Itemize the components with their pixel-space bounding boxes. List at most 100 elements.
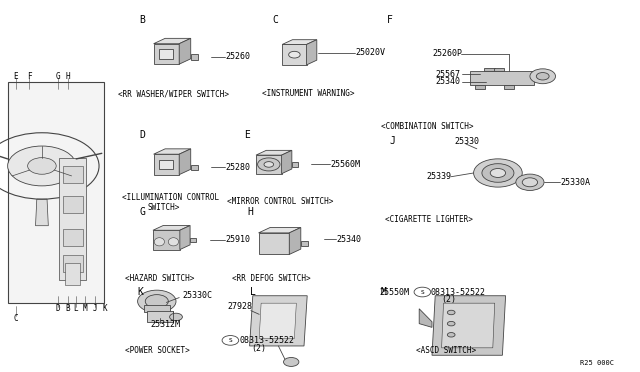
Ellipse shape xyxy=(168,238,179,246)
Circle shape xyxy=(28,158,56,174)
Polygon shape xyxy=(475,85,485,89)
Circle shape xyxy=(145,295,168,308)
Polygon shape xyxy=(179,149,191,174)
Text: M: M xyxy=(83,304,88,313)
Polygon shape xyxy=(65,263,81,285)
Polygon shape xyxy=(153,225,190,230)
Text: C: C xyxy=(272,16,278,25)
Text: H: H xyxy=(65,72,70,81)
Text: <RR WASHER/WIPER SWITCH>: <RR WASHER/WIPER SWITCH> xyxy=(118,89,229,98)
Polygon shape xyxy=(250,296,307,346)
Text: D: D xyxy=(140,130,145,140)
Text: 25550M: 25550M xyxy=(380,288,410,296)
Text: 25339: 25339 xyxy=(426,172,451,181)
Text: (2): (2) xyxy=(442,295,456,304)
Text: K: K xyxy=(138,287,143,297)
Polygon shape xyxy=(282,40,317,44)
Circle shape xyxy=(222,336,239,345)
Text: B: B xyxy=(65,304,70,313)
Circle shape xyxy=(8,146,76,186)
Text: <MIRROR CONTROL SWITCH>: <MIRROR CONTROL SWITCH> xyxy=(227,197,333,206)
Polygon shape xyxy=(292,162,298,167)
Polygon shape xyxy=(470,71,534,85)
Text: C: C xyxy=(13,314,19,323)
Circle shape xyxy=(447,310,455,315)
Text: <ASCD SWITCH>: <ASCD SWITCH> xyxy=(416,346,476,355)
Text: S: S xyxy=(420,289,424,295)
Polygon shape xyxy=(154,38,191,44)
Polygon shape xyxy=(307,40,317,65)
Ellipse shape xyxy=(154,238,164,246)
Text: 25330C: 25330C xyxy=(182,291,212,300)
Text: 25020V: 25020V xyxy=(356,48,386,57)
Polygon shape xyxy=(190,238,196,242)
Text: 25560M: 25560M xyxy=(331,160,361,169)
Text: 25340: 25340 xyxy=(436,77,461,86)
Text: 25312M: 25312M xyxy=(150,320,180,329)
Circle shape xyxy=(447,333,455,337)
Polygon shape xyxy=(180,225,190,250)
Text: 25330A: 25330A xyxy=(561,178,591,187)
Polygon shape xyxy=(442,303,495,348)
Polygon shape xyxy=(494,68,504,71)
Polygon shape xyxy=(484,68,495,71)
Text: G: G xyxy=(140,207,145,217)
Text: <COMBINATION SWITCH>: <COMBINATION SWITCH> xyxy=(381,122,474,131)
Polygon shape xyxy=(153,230,180,250)
Polygon shape xyxy=(8,82,104,303)
Polygon shape xyxy=(60,158,86,280)
Text: 08313-52522: 08313-52522 xyxy=(431,288,486,296)
Circle shape xyxy=(258,158,280,171)
Circle shape xyxy=(170,313,182,321)
Circle shape xyxy=(414,287,431,297)
Circle shape xyxy=(536,73,549,80)
Circle shape xyxy=(516,174,544,190)
Text: <ILLUMINATION CONTROL: <ILLUMINATION CONTROL xyxy=(122,193,219,202)
Polygon shape xyxy=(159,160,173,169)
Text: 25340: 25340 xyxy=(337,235,362,244)
Text: 25280: 25280 xyxy=(226,163,251,172)
Polygon shape xyxy=(259,303,296,339)
Circle shape xyxy=(138,290,176,312)
Polygon shape xyxy=(282,44,307,65)
Polygon shape xyxy=(154,44,179,64)
Polygon shape xyxy=(154,149,191,154)
Text: 25567: 25567 xyxy=(436,70,461,79)
Circle shape xyxy=(474,159,522,187)
Text: L: L xyxy=(73,304,78,313)
Polygon shape xyxy=(259,233,289,254)
Circle shape xyxy=(447,321,455,326)
Text: 08313-52522: 08313-52522 xyxy=(240,336,295,345)
Text: S: S xyxy=(228,338,232,343)
Text: <POWER SOCKET>: <POWER SOCKET> xyxy=(125,346,190,355)
Polygon shape xyxy=(144,305,170,312)
Text: K: K xyxy=(102,304,107,313)
Text: F: F xyxy=(387,16,393,25)
Circle shape xyxy=(522,178,538,187)
Polygon shape xyxy=(179,38,191,64)
Text: G: G xyxy=(56,72,61,81)
Text: 25260P: 25260P xyxy=(432,49,462,58)
Polygon shape xyxy=(191,54,198,60)
Text: R25 000C: R25 000C xyxy=(580,360,614,366)
Text: E: E xyxy=(244,130,250,140)
Polygon shape xyxy=(301,241,308,246)
Polygon shape xyxy=(154,154,179,174)
Polygon shape xyxy=(63,166,83,183)
Polygon shape xyxy=(63,255,83,272)
Circle shape xyxy=(490,169,506,177)
Polygon shape xyxy=(147,311,173,322)
Text: M: M xyxy=(381,287,387,297)
Text: E: E xyxy=(13,72,19,81)
Text: <CIGARETTE LIGHTER>: <CIGARETTE LIGHTER> xyxy=(385,215,473,224)
Polygon shape xyxy=(191,165,198,170)
Text: B: B xyxy=(140,16,145,25)
Text: D: D xyxy=(56,304,61,313)
Text: 25260: 25260 xyxy=(226,52,251,61)
Text: F: F xyxy=(27,72,32,81)
Text: <HAZARD SWITCH>: <HAZARD SWITCH> xyxy=(125,274,195,283)
Circle shape xyxy=(482,164,514,182)
Polygon shape xyxy=(63,196,83,212)
Polygon shape xyxy=(36,199,49,226)
Text: H: H xyxy=(247,207,253,217)
